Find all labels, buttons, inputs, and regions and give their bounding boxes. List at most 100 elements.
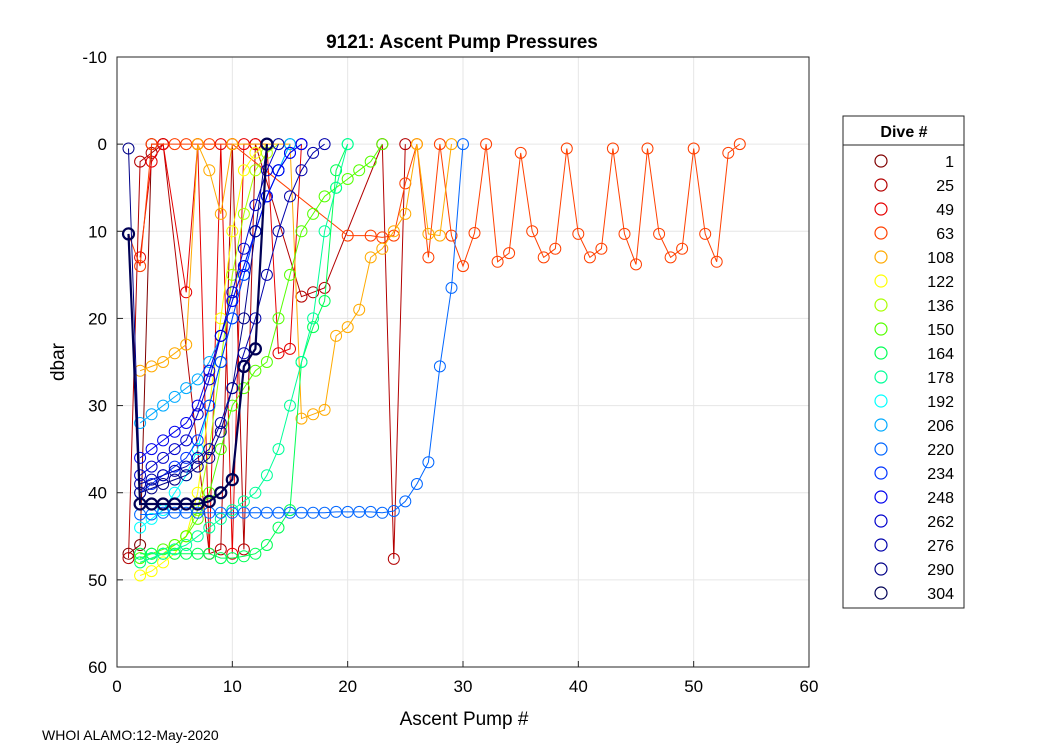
data-point [733, 138, 746, 151]
data-point [203, 138, 216, 151]
data-point [157, 543, 170, 556]
x-axis-label: Ascent Pump # [400, 709, 529, 730]
data-point [145, 473, 158, 486]
data-point [180, 286, 193, 299]
data-point [260, 137, 274, 151]
data-point [307, 408, 320, 421]
data-point [226, 295, 239, 307]
legend-label: 220 [927, 442, 954, 459]
data-point [641, 142, 654, 155]
data-point [583, 251, 596, 264]
data-point [157, 556, 170, 569]
data-point [433, 138, 446, 151]
legend-marker [874, 346, 888, 360]
data-point [168, 473, 181, 486]
data-point [341, 173, 354, 185]
data-point [168, 390, 181, 403]
data-point [307, 286, 320, 299]
data-point [214, 356, 227, 368]
data-point [272, 521, 285, 534]
data-point [295, 164, 308, 177]
data-point [353, 164, 366, 177]
data-point [272, 312, 285, 325]
legend-label: 1 [945, 154, 954, 171]
series-line [139, 142, 302, 554]
data-point [260, 506, 273, 519]
data-point [318, 138, 331, 151]
data-point [203, 364, 216, 377]
legend-label: 304 [927, 586, 954, 603]
data-point [480, 138, 493, 151]
data-point [387, 505, 400, 517]
data-point [699, 227, 712, 240]
data-point [722, 146, 735, 159]
legend-label: 63 [936, 226, 954, 243]
data-point [191, 373, 204, 386]
data-point [180, 338, 193, 351]
data-point [168, 464, 181, 477]
series-178 [134, 138, 354, 569]
data-point [399, 495, 412, 508]
data-point [121, 227, 136, 241]
legend: Dive # 1 25 49 63 108 122 136 150 164 178 192 206 22… [842, 115, 965, 609]
data-point [145, 138, 158, 151]
legend-label: 122 [927, 274, 954, 291]
legend-marker [874, 538, 888, 552]
data-point [191, 460, 204, 473]
data-point [307, 321, 320, 334]
data-point [237, 543, 250, 556]
x-tick-label: 30 [454, 677, 473, 696]
data-point [364, 229, 377, 242]
x-tick-label: 50 [684, 677, 703, 696]
legend-marker [874, 298, 888, 312]
data-point [168, 347, 181, 360]
x-tick-label: 40 [569, 677, 588, 696]
data-point [145, 552, 158, 565]
data-point [410, 478, 423, 490]
y-tick-label: 20 [88, 309, 107, 328]
data-point [376, 242, 389, 255]
data-point [180, 382, 193, 395]
legend-label: 150 [927, 322, 954, 339]
data-point [410, 138, 423, 151]
data-point [145, 360, 158, 373]
legend-marker [874, 418, 888, 432]
data-point [157, 506, 170, 519]
legend-label: 290 [927, 562, 954, 579]
data-point [572, 227, 585, 240]
data-point [214, 329, 227, 342]
data-point [284, 190, 296, 203]
data-point [191, 506, 204, 519]
data-point [330, 505, 343, 518]
data-point [284, 504, 296, 517]
data-point [203, 451, 216, 464]
legend-label: 136 [927, 298, 954, 315]
data-point [214, 417, 227, 429]
legend-marker [874, 514, 888, 528]
data-point [526, 225, 539, 238]
data-point [226, 547, 239, 560]
y-tick-label: 10 [88, 222, 107, 241]
data-point [364, 155, 377, 168]
data-point [260, 539, 273, 551]
data-point [249, 225, 262, 238]
legend-label: 49 [936, 202, 954, 219]
legend-label: 206 [927, 418, 954, 435]
data-point [157, 547, 170, 560]
data-point [260, 356, 273, 368]
data-point [272, 443, 285, 456]
data-point [433, 229, 446, 242]
legend-marker [874, 370, 888, 384]
data-point [191, 451, 204, 464]
series-150 [134, 138, 389, 565]
data-point [191, 512, 204, 525]
data-point [687, 142, 700, 155]
data-point [237, 359, 251, 373]
data-point [295, 506, 308, 519]
data-point [318, 225, 331, 238]
data-point [353, 303, 366, 316]
legend-title: Dive # [880, 124, 927, 141]
legend-label: 192 [927, 394, 954, 411]
data-point [134, 417, 147, 429]
data-point [445, 281, 458, 294]
